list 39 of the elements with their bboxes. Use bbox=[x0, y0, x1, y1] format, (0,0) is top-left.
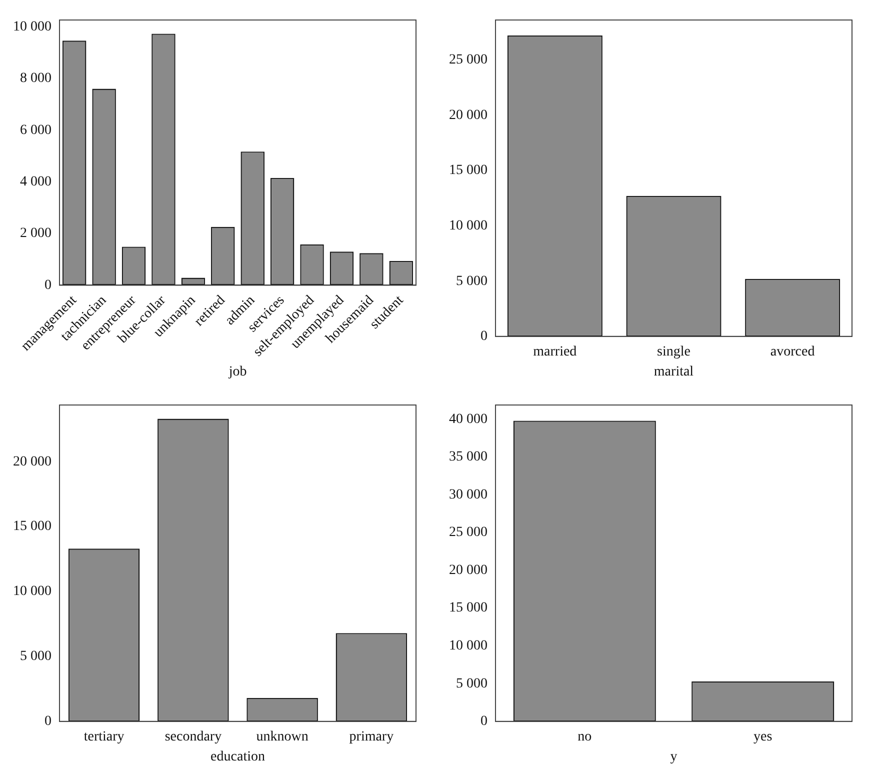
y-tick-label: 10 000 bbox=[13, 19, 52, 34]
y-tick-label: 35 000 bbox=[449, 450, 488, 465]
x-tick-label: single bbox=[657, 344, 690, 360]
y-tick-label: 10 000 bbox=[449, 638, 488, 654]
y-tick-label: 25 000 bbox=[449, 52, 488, 68]
x-tick-label: secondary bbox=[164, 729, 222, 744]
y-tick-label: 2 000 bbox=[20, 226, 52, 242]
x-tick-label: yes bbox=[754, 729, 772, 744]
y-tick-label: 20 000 bbox=[13, 454, 52, 470]
y-tick-label: 30 000 bbox=[449, 487, 488, 502]
y-tick-label: 5 000 bbox=[456, 274, 488, 289]
y-tick-label: 10 000 bbox=[13, 584, 52, 600]
y-tick-label: 0 bbox=[480, 714, 488, 730]
y-tick-label: 15 000 bbox=[449, 163, 488, 178]
x-tick-label: unknown bbox=[256, 729, 308, 744]
y-tick-label: 6 000 bbox=[20, 122, 52, 138]
x-tick-label: no bbox=[578, 729, 592, 744]
y-tick-label: 4 000 bbox=[20, 174, 52, 190]
x-tick-label: tertiary bbox=[84, 729, 124, 744]
x-axis-title: job bbox=[228, 364, 247, 380]
y-tick-label: 15 000 bbox=[449, 600, 488, 616]
x-tick-label: married bbox=[533, 344, 577, 360]
y-tick-label: 0 bbox=[44, 278, 52, 293]
y-tick-label: 0 bbox=[480, 329, 488, 344]
y-tick-label: 40 000 bbox=[449, 412, 488, 427]
y-tick-label: 5 000 bbox=[456, 676, 488, 692]
y-tick-label: 20 000 bbox=[449, 108, 488, 123]
x-axis-title: education bbox=[210, 749, 265, 764]
y-tick-label: 0 bbox=[44, 714, 52, 730]
x-axis-title: y bbox=[670, 749, 678, 764]
x-tick-label: avorced bbox=[770, 344, 815, 360]
y-tick-label: 8 000 bbox=[20, 71, 52, 86]
y-tick-label: 5 000 bbox=[20, 649, 52, 664]
y-tick-label: 25 000 bbox=[449, 525, 488, 540]
y-tick-label: 10 000 bbox=[449, 218, 488, 234]
x-axis-title: marital bbox=[654, 364, 694, 380]
x-tick-label: primary bbox=[349, 729, 394, 744]
y-tick-label: 15 000 bbox=[13, 519, 52, 534]
y-tick-label: 20 000 bbox=[449, 562, 488, 578]
